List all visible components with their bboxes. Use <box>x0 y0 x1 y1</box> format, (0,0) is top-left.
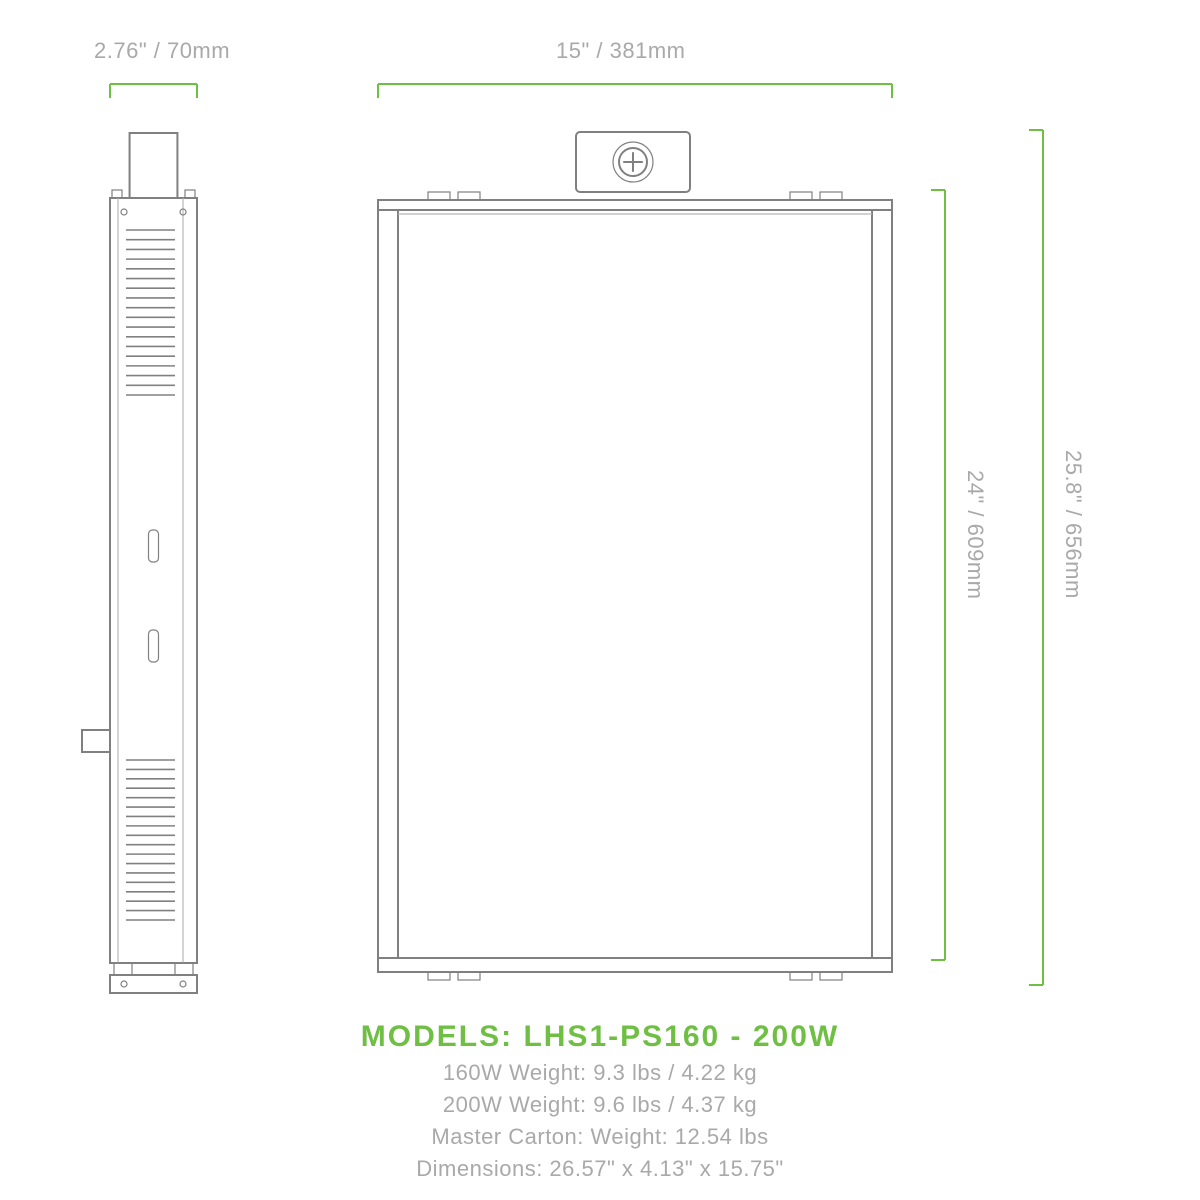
model-title: MODELS: LHS1-PS160 - 200W <box>0 1020 1200 1054</box>
footer-line-0: 160W Weight: 9.3 lbs / 4.22 kg <box>0 1060 1200 1086</box>
footer-line-2: Master Carton: Weight: 12.54 lbs <box>0 1124 1200 1150</box>
footer-line-3: Dimensions: 26.57" x 4.13" x 15.75" <box>0 1156 1200 1182</box>
spec-diagram: 2.76" / 70mm 15" / 381mm 24" / 609mm 25.… <box>0 0 1200 1200</box>
footer: MODELS: LHS1-PS160 - 200W 160W Weight: 9… <box>0 1020 1200 1182</box>
footer-line-1: 200W Weight: 9.6 lbs / 4.37 kg <box>0 1092 1200 1118</box>
